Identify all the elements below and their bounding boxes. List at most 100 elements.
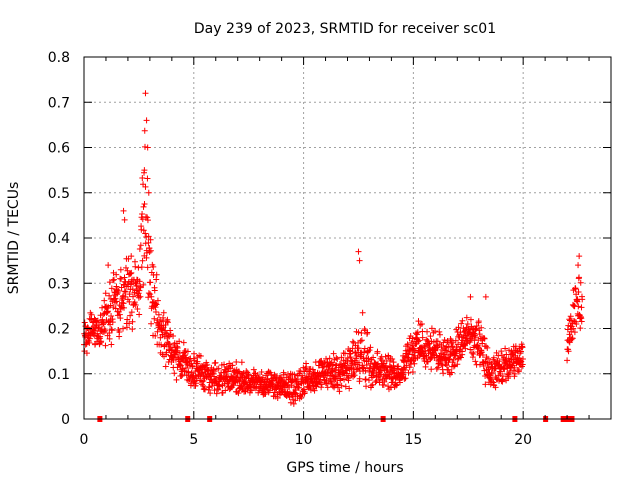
data-point: [191, 357, 198, 364]
data-point: [109, 327, 116, 334]
data-point: [145, 290, 152, 297]
data-point: [575, 289, 582, 296]
data-point: [576, 274, 583, 281]
data-point: [472, 326, 479, 333]
data-point: [569, 335, 576, 342]
data-point: [122, 264, 129, 271]
data-point: [233, 359, 240, 366]
data-point: [110, 277, 117, 284]
data-point: [298, 394, 305, 401]
data-point: [450, 363, 457, 370]
data-point: [193, 375, 200, 382]
data-point: [106, 292, 113, 299]
data-point: [328, 379, 335, 386]
data-point: [88, 311, 95, 318]
data-point: [146, 248, 153, 255]
data-point: [387, 384, 394, 391]
data-point: [408, 339, 415, 346]
data-point: [482, 293, 489, 300]
data-point: [473, 322, 480, 329]
data-point: [479, 351, 486, 358]
data-point: [274, 394, 281, 401]
data-point: [301, 388, 308, 395]
data-point: [143, 249, 150, 256]
data-point: [519, 344, 526, 351]
data-point: [365, 377, 372, 384]
data-point: [128, 309, 135, 316]
data-point: [455, 324, 462, 331]
data-point: [158, 341, 165, 348]
data-point: [151, 287, 158, 294]
data-point: [338, 382, 345, 389]
data-point: [422, 363, 429, 370]
data-point: [229, 362, 236, 369]
data-point: [435, 360, 442, 367]
data-point: [139, 174, 146, 181]
data-point: [467, 316, 474, 323]
data-point: [411, 360, 418, 367]
data-point: [125, 255, 132, 262]
data-point: [170, 332, 177, 339]
data-point: [290, 400, 297, 407]
data-point: [102, 290, 109, 297]
data-point: [334, 356, 341, 363]
data-point: [122, 288, 129, 295]
data-point: [173, 376, 180, 383]
y-tick-labels: 0 0.1 0.2 0.3 0.4 0.5 0.6 0.7 0.8: [48, 50, 70, 428]
data-point: [349, 338, 356, 345]
data-point: [121, 216, 128, 223]
data-point: [374, 348, 381, 355]
data-point: [139, 257, 146, 264]
data-point: [141, 127, 148, 134]
data-point: [153, 301, 160, 308]
data-point: [126, 298, 133, 305]
data-point: [396, 379, 403, 386]
data-point: [140, 281, 147, 288]
data-point: [128, 253, 135, 260]
data-point: [130, 293, 137, 300]
data-point: [409, 368, 416, 375]
data-point: [124, 316, 131, 323]
data-point: [579, 296, 586, 303]
data-point: [106, 330, 113, 337]
data-point: [362, 367, 369, 374]
data-point: [358, 330, 365, 337]
data-point: [385, 383, 392, 390]
data-point: [235, 390, 242, 397]
data-point: [353, 366, 360, 373]
data-point: [337, 375, 344, 382]
data-point: [406, 364, 413, 371]
data-point: [355, 359, 362, 366]
data-point: [351, 372, 358, 379]
data-point: [174, 344, 181, 351]
data-point: [145, 233, 152, 240]
x-tick-label: 10: [295, 432, 313, 448]
data-point: [362, 376, 369, 383]
data-point: [499, 373, 506, 380]
data-point: [213, 390, 220, 397]
data-point: [132, 302, 139, 309]
data-point: [389, 355, 396, 362]
data-point: [369, 381, 376, 388]
data-point: [108, 313, 115, 320]
data-point: [106, 335, 113, 342]
data-point: [405, 343, 412, 350]
data-point: [127, 312, 134, 319]
data-point: [390, 359, 397, 366]
data-point: [250, 366, 257, 373]
data-point: [154, 328, 161, 335]
data-point: [129, 326, 136, 333]
data-point: [105, 318, 112, 325]
data-point: [139, 216, 146, 223]
data-point: [457, 354, 464, 361]
data-point: [485, 355, 492, 362]
data-point: [333, 354, 340, 361]
data-point: [404, 354, 411, 361]
data-point: [189, 363, 196, 370]
data-point: [318, 381, 325, 388]
data-point: [239, 371, 246, 378]
data-point: [381, 378, 388, 385]
data-point: [152, 309, 159, 316]
data-point: [144, 264, 151, 271]
y-tick-label: 0.6: [48, 141, 70, 157]
